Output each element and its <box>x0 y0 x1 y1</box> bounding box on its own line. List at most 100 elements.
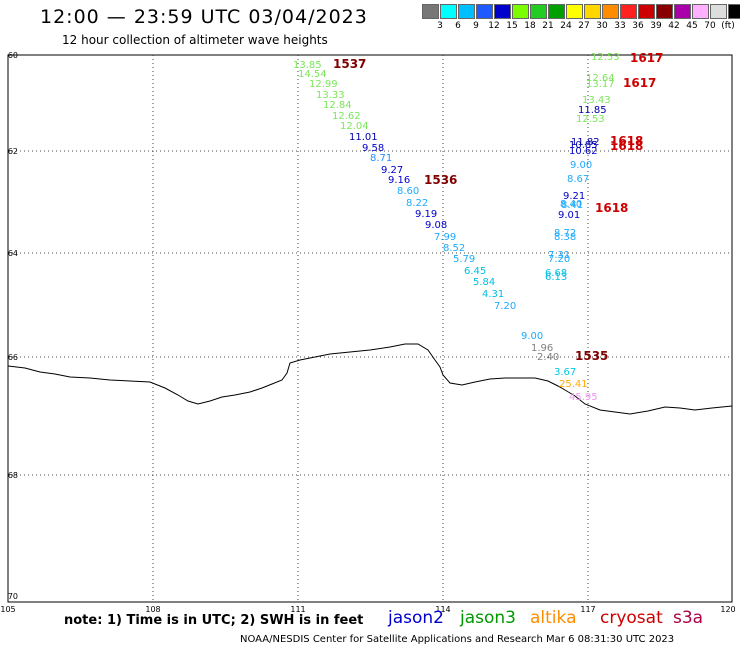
wave-height-label: 14.54 <box>298 69 327 80</box>
footer-credit: NOAA/NESDIS Center for Satellite Applica… <box>240 634 675 645</box>
pass-number-label: 1535 <box>575 349 608 363</box>
wave-height-label: 12.99 <box>309 79 338 90</box>
wave-height-label: 7.20 <box>494 301 516 312</box>
y-tick-label: 66 <box>8 353 18 362</box>
observations: 13.8514.5412.9913.3312.8412.6212.0411.01… <box>293 52 620 403</box>
wave-height-label: 12.62 <box>332 111 361 122</box>
wave-height-label: 8.71 <box>370 153 392 164</box>
wave-height-label: 12.04 <box>340 121 369 132</box>
pass-number-label: 1618 <box>610 134 643 148</box>
wave-height-label: 5.79 <box>453 254 475 265</box>
wave-height-label: 11.85 <box>578 105 607 116</box>
wave-height-label: 12.84 <box>323 100 352 111</box>
wave-height-label: 2.40 <box>537 352 559 363</box>
satellite-altika: altika <box>530 608 577 628</box>
wave-height-label: 13.17 <box>586 79 615 90</box>
wave-height-label: 25.41 <box>559 379 588 390</box>
legend-swatch <box>512 4 529 19</box>
wave-height-label: 7.99 <box>434 232 456 243</box>
y-axis-labels: 60 62 64 66 68 70 <box>8 51 18 601</box>
wave-height-label: 9.01 <box>558 210 580 221</box>
wave-height-label: 9.27 <box>381 165 403 176</box>
legend-swatch <box>548 4 565 19</box>
x-tick-label: 108 <box>145 605 160 614</box>
legend-label: 39 <box>650 21 662 31</box>
legend-swatch <box>530 4 547 19</box>
pass-number-label: 1617 <box>630 51 663 65</box>
legend-label: 3 <box>437 21 443 31</box>
y-tick-label: 68 <box>8 471 18 480</box>
pass-number-label: 1618 <box>595 201 628 215</box>
pass-number-label: 1617 <box>623 76 656 90</box>
page-title: 12:00 — 23:59 UTC 03/04/2023 <box>40 6 368 28</box>
legend-label: 70 <box>704 21 716 31</box>
wave-height-label: 9.19 <box>415 209 437 220</box>
page-subtitle: 12 hour collection of altimeter wave hei… <box>62 33 328 47</box>
wave-height-label: 9.21 <box>563 191 585 202</box>
wave-height-label: 13.33 <box>316 90 345 101</box>
legend-label: 36 <box>632 21 644 31</box>
legend-label: 24 <box>560 21 572 31</box>
wave-height-label: 9.16 <box>388 175 410 186</box>
wave-height-label: 6.13 <box>545 272 567 283</box>
grid <box>8 55 732 602</box>
wave-height-label: 8.67 <box>567 174 589 185</box>
wave-height-label: 7.20 <box>548 254 570 265</box>
wave-height-label: 6.45 <box>464 266 486 277</box>
legend-label: 42 <box>668 21 680 31</box>
legend-swatches <box>422 4 740 19</box>
x-tick-label: 117 <box>580 605 595 614</box>
color-legend: 3 6 9 12 15 18 21 24 27 30 33 36 39 42 45 70 (ft) <box>422 4 740 33</box>
wave-height-label: 12.64 <box>586 73 615 84</box>
y-tick-label: 70 <box>8 592 18 601</box>
x-tick-label: 120 <box>720 605 735 614</box>
y-tick-label: 62 <box>8 147 18 156</box>
y-tick-label: 64 <box>8 249 18 258</box>
legend-swatch <box>656 4 673 19</box>
x-axis-labels: 105 108 111 114 117 120 <box>0 605 735 614</box>
wave-height-label: 8.22 <box>406 198 428 209</box>
legend-swatch <box>602 4 619 19</box>
wave-height-label: 45.95 <box>569 392 598 403</box>
legend-labels: 3 6 9 12 15 18 21 24 27 30 33 36 39 42 45 70 (ft) <box>422 19 740 33</box>
coastline <box>7 343 733 415</box>
wave-height-label: 6.68 <box>545 268 567 279</box>
wave-height-label: 4.31 <box>482 289 504 300</box>
wave-height-label: 5.84 <box>473 277 495 288</box>
legend-label: 21 <box>542 21 554 31</box>
legend-label: 9 <box>473 21 479 31</box>
legend-label: 45 <box>686 21 698 31</box>
pass-number-label: 1536 <box>424 173 457 187</box>
plot-frame <box>7 54 733 603</box>
wave-height-label: 8.38 <box>554 232 576 243</box>
satellite-cryosat: cryosat <box>600 608 663 628</box>
legend-swatch <box>458 4 475 19</box>
legend-label: 15 <box>506 21 518 31</box>
legend-swatch <box>584 4 601 19</box>
legend-swatch <box>692 4 709 19</box>
wave-height-label: 9.08 <box>425 220 447 231</box>
satellite-jason2: jason2 <box>388 608 444 628</box>
pass-number-label: 1618 <box>610 139 643 153</box>
wave-height-label: 9.58 <box>362 143 384 154</box>
satellite-s3a: s3a <box>673 608 704 628</box>
legend-label: 6 <box>455 21 461 31</box>
legend-label: 27 <box>578 21 590 31</box>
wave-height-label: 9.00 <box>570 160 592 171</box>
legend-swatch <box>440 4 457 19</box>
wave-height-label: 10.85 <box>569 140 598 151</box>
wave-height-label: 12.53 <box>576 114 605 125</box>
legend-swatch <box>674 4 691 19</box>
pass-number-label: 1537 <box>333 57 366 71</box>
y-tick-label: 60 <box>8 51 18 60</box>
x-tick-label: 114 <box>435 605 450 614</box>
wave-height-label: 7.31 <box>548 250 570 261</box>
legend-label: 33 <box>614 21 626 31</box>
wave-height-label: 3.67 <box>554 367 576 378</box>
legend-swatch <box>728 4 740 19</box>
legend-swatch <box>422 4 439 19</box>
legend-label: 30 <box>596 21 608 31</box>
wave-height-label: 10.62 <box>569 146 598 157</box>
